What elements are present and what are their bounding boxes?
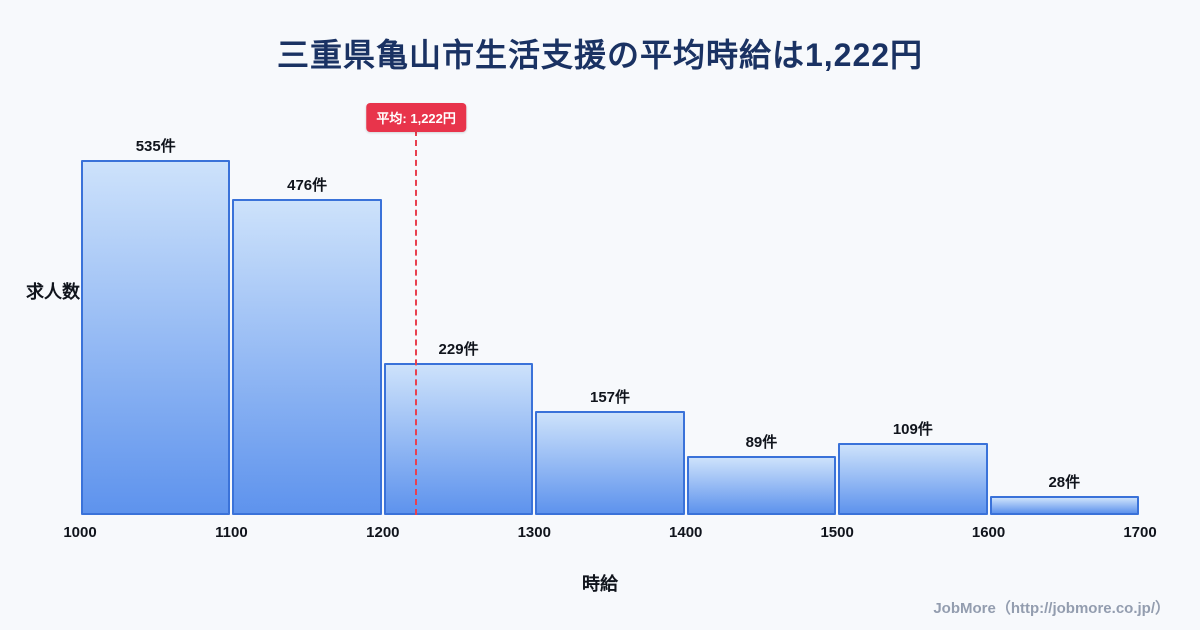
source-credit: JobMore（http://jobmore.co.jp/） <box>933 600 1170 617</box>
histogram-bar <box>838 442 988 515</box>
histogram-bar <box>383 363 534 515</box>
bar-value-label: 89件 <box>745 433 778 451</box>
x-tick-label: 1200 <box>366 524 400 541</box>
histogram-bar <box>686 455 837 515</box>
x-tick-label: 1300 <box>517 524 551 541</box>
bar-value-label: 535件 <box>135 138 176 155</box>
average-line <box>415 130 418 515</box>
y-axis-label: 求人数 <box>26 282 80 302</box>
bar-value-label: 476件 <box>287 177 328 195</box>
histogram-bar <box>232 199 382 515</box>
chart-title: 三重県亀山市生活支援の平均時給は1,222円 <box>276 37 924 73</box>
histogram-bar <box>535 410 685 515</box>
x-tick-label: 1000 <box>63 524 97 541</box>
x-axis-label: 時給 <box>582 574 618 594</box>
histogram-bar <box>81 160 231 515</box>
x-tick-label: 1500 <box>820 524 854 541</box>
x-tick-label: 1400 <box>669 524 703 541</box>
bar-value-label: 28件 <box>1048 474 1081 492</box>
bar-value-label: 229件 <box>438 341 479 359</box>
histogram-bar <box>989 496 1139 515</box>
x-tick-label: 1600 <box>971 524 1006 541</box>
average-badge: 平均: 1,222円 <box>366 103 466 132</box>
x-tick-label: 1700 <box>1123 524 1157 541</box>
bar-value-label: 157件 <box>589 388 631 406</box>
x-tick-label: 1100 <box>215 524 248 541</box>
bar-value-label: 109件 <box>892 420 933 438</box>
